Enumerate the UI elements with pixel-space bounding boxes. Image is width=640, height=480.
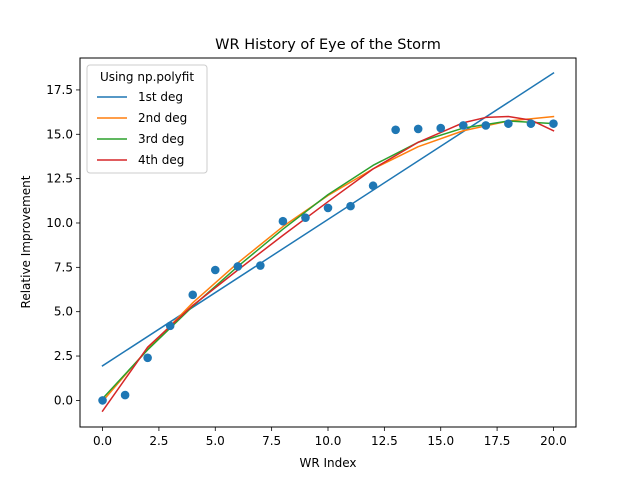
y-tick-label: 7.5 — [54, 260, 73, 274]
y-axis: 0.0 2.5 5.0 7.5 10.0 12.5 15.0 17.5 — [46, 83, 80, 407]
data-point — [504, 119, 513, 128]
y-tick-label: 12.5 — [46, 172, 73, 186]
data-point — [436, 123, 446, 133]
y-tick-label: 15.0 — [46, 127, 73, 141]
y-tick-label: 17.5 — [46, 83, 73, 97]
x-tick-label: 5.0 — [206, 434, 225, 448]
series-line-3 — [101, 120, 555, 400]
x-tick-label: 0.0 — [93, 434, 112, 448]
data-point — [458, 121, 468, 130]
data-point — [233, 262, 243, 271]
data-point — [188, 290, 198, 300]
series-line-1 — [101, 72, 555, 367]
data-point — [301, 213, 310, 222]
x-tick-label: 12.5 — [371, 434, 398, 448]
data-point — [549, 119, 558, 128]
x-tick-label: 20.0 — [540, 434, 567, 448]
data-point — [256, 261, 265, 270]
x-axis: 0.0 2.5 5.0 7.5 10.0 12.5 15.0 17.5 20.0 — [93, 427, 567, 448]
y-tick-label: 10.0 — [46, 216, 73, 230]
x-axis-label: WR Index — [299, 456, 356, 470]
data-point — [143, 353, 152, 363]
data-point — [391, 125, 400, 135]
data-point — [120, 390, 130, 400]
legend: Using np.polyfit 1st deg 2nd deg 3rd deg 4t… — [86, 64, 208, 174]
y-tick-label: 2.5 — [54, 349, 73, 363]
data-point — [368, 181, 378, 191]
data-point — [526, 119, 536, 128]
x-tick-label: 7.5 — [262, 434, 281, 448]
legend-label-1: 1st deg — [138, 90, 183, 104]
legend-label-2: 2nd deg — [138, 111, 187, 125]
series-line-4 — [101, 115, 555, 413]
data-point — [210, 265, 220, 275]
legend-label-4: 4th deg — [138, 153, 184, 167]
x-tick-label: 15.0 — [427, 434, 454, 448]
legend-title: Using np.polyfit — [100, 70, 194, 84]
y-tick-label: 0.0 — [54, 393, 73, 407]
y-axis-label: Relative Improvement — [19, 175, 33, 308]
x-tick-label: 2.5 — [149, 434, 168, 448]
points-layer — [98, 119, 558, 405]
data-point — [413, 124, 423, 134]
legend-label-3: 3rd deg — [138, 132, 184, 146]
series-layer — [101, 72, 555, 413]
data-point — [481, 121, 491, 130]
data-point — [98, 396, 107, 405]
data-point — [165, 321, 175, 331]
data-point — [323, 203, 333, 213]
data-point — [346, 201, 355, 211]
x-tick-label: 10.0 — [315, 434, 342, 448]
chart-title: WR History of Eye of the Storm — [215, 37, 441, 53]
data-point — [278, 216, 288, 226]
y-tick-label: 5.0 — [54, 305, 73, 319]
x-tick-label: 17.5 — [484, 434, 511, 448]
legend-box — [86, 64, 208, 174]
